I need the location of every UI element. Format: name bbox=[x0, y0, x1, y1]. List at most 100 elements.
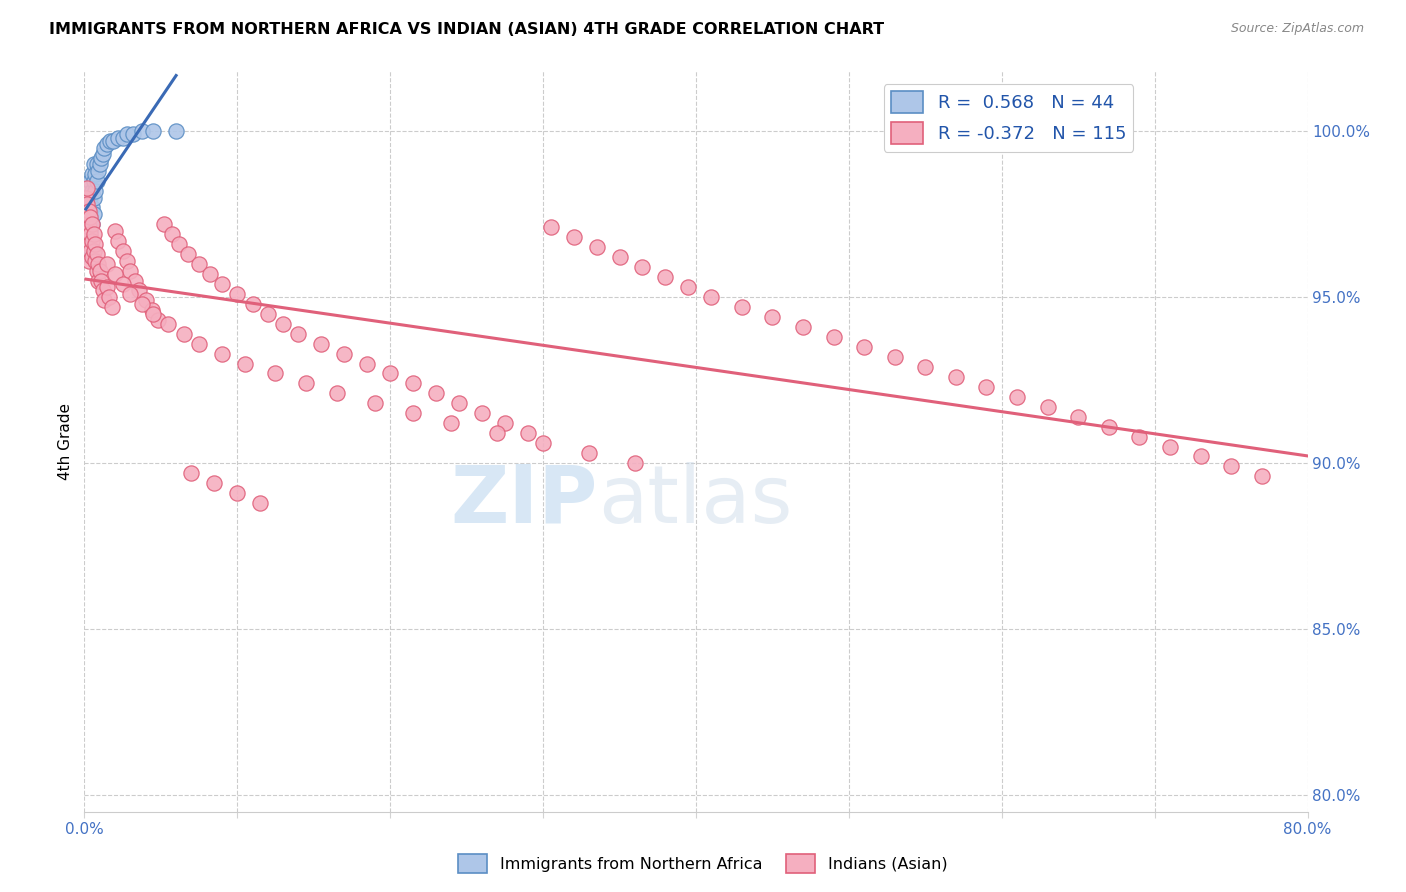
Point bbox=[380, 367, 402, 381]
Point bbox=[101, 300, 124, 314]
Point bbox=[678, 280, 700, 294]
Point bbox=[325, 386, 347, 401]
Point bbox=[402, 376, 425, 391]
Point bbox=[80, 250, 103, 264]
Point bbox=[80, 217, 103, 231]
Point bbox=[115, 253, 138, 268]
Point bbox=[142, 124, 165, 138]
Point bbox=[120, 286, 142, 301]
Point bbox=[75, 190, 97, 204]
Point bbox=[98, 134, 121, 148]
Point bbox=[122, 128, 145, 142]
Point bbox=[77, 253, 100, 268]
Text: Source: ZipAtlas.com: Source: ZipAtlas.com bbox=[1230, 22, 1364, 36]
Point bbox=[180, 466, 202, 480]
Point bbox=[211, 277, 233, 291]
Point bbox=[264, 367, 287, 381]
Point bbox=[471, 406, 494, 420]
Point bbox=[79, 207, 101, 221]
Point bbox=[1220, 459, 1243, 474]
Text: atlas: atlas bbox=[598, 462, 793, 540]
Point bbox=[79, 227, 101, 241]
Point bbox=[77, 203, 100, 218]
Point bbox=[562, 230, 585, 244]
Point bbox=[75, 224, 97, 238]
Point bbox=[1005, 390, 1028, 404]
Y-axis label: 4th Grade: 4th Grade bbox=[58, 403, 73, 480]
Point bbox=[447, 396, 470, 410]
Point bbox=[80, 167, 103, 181]
Point bbox=[160, 227, 183, 241]
Point bbox=[89, 263, 111, 277]
Point bbox=[131, 297, 153, 311]
Point bbox=[167, 237, 190, 252]
Point bbox=[103, 134, 125, 148]
Point bbox=[76, 230, 98, 244]
Point bbox=[494, 417, 516, 431]
Point bbox=[1067, 409, 1090, 424]
Point bbox=[75, 240, 97, 254]
Point bbox=[233, 357, 256, 371]
Point bbox=[79, 224, 101, 238]
Point bbox=[402, 406, 425, 420]
Point bbox=[93, 141, 115, 155]
Point bbox=[188, 257, 211, 271]
Point bbox=[104, 267, 127, 281]
Point bbox=[77, 224, 100, 238]
Point bbox=[77, 240, 100, 254]
Point bbox=[76, 247, 98, 261]
Point bbox=[761, 310, 783, 324]
Point bbox=[131, 124, 153, 138]
Point bbox=[80, 234, 103, 248]
Point bbox=[486, 426, 509, 441]
Point bbox=[76, 180, 98, 194]
Point bbox=[120, 263, 142, 277]
Point bbox=[249, 496, 271, 510]
Point bbox=[86, 263, 108, 277]
Point bbox=[287, 326, 309, 341]
Point bbox=[96, 280, 118, 294]
Point bbox=[333, 346, 356, 360]
Point bbox=[79, 230, 101, 244]
Point bbox=[124, 273, 146, 287]
Point bbox=[211, 346, 233, 360]
Text: IMMIGRANTS FROM NORTHERN AFRICA VS INDIAN (ASIAN) 4TH GRADE CORRELATION CHART: IMMIGRANTS FROM NORTHERN AFRICA VS INDIA… bbox=[49, 22, 884, 37]
Point bbox=[80, 201, 103, 215]
Point bbox=[823, 330, 845, 344]
Point bbox=[79, 211, 101, 225]
Point bbox=[97, 290, 120, 304]
Point bbox=[86, 157, 108, 171]
Point bbox=[425, 386, 447, 401]
Point bbox=[540, 220, 562, 235]
Point bbox=[89, 157, 111, 171]
Point bbox=[80, 217, 103, 231]
Point bbox=[87, 164, 110, 178]
Point bbox=[87, 257, 110, 271]
Point bbox=[96, 137, 118, 152]
Point bbox=[295, 376, 318, 391]
Point bbox=[1098, 419, 1121, 434]
Point bbox=[135, 293, 157, 308]
Point bbox=[883, 350, 905, 364]
Point bbox=[79, 190, 101, 204]
Point bbox=[585, 240, 607, 254]
Point bbox=[311, 336, 333, 351]
Point bbox=[76, 213, 98, 227]
Point bbox=[578, 446, 600, 460]
Point bbox=[86, 174, 108, 188]
Point bbox=[440, 417, 463, 431]
Point bbox=[90, 273, 112, 287]
Point bbox=[1189, 450, 1212, 464]
Point bbox=[173, 326, 195, 341]
Legend: R =  0.568   N = 44, R = -0.372   N = 115: R = 0.568 N = 44, R = -0.372 N = 115 bbox=[883, 84, 1133, 152]
Point bbox=[76, 197, 98, 211]
Point bbox=[1128, 429, 1150, 443]
Point bbox=[516, 426, 538, 441]
Point bbox=[77, 190, 100, 204]
Point bbox=[157, 317, 180, 331]
Point bbox=[80, 184, 103, 198]
Point bbox=[165, 124, 187, 138]
Point bbox=[271, 317, 294, 331]
Point bbox=[84, 184, 107, 198]
Point bbox=[1250, 469, 1272, 483]
